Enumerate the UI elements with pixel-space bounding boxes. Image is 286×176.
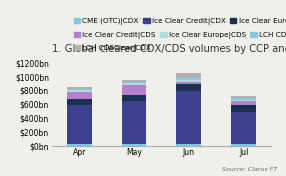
Bar xyxy=(67,87,92,89)
Bar xyxy=(122,83,146,85)
Bar xyxy=(122,85,146,95)
Bar xyxy=(231,105,256,112)
Bar xyxy=(122,80,146,82)
Bar xyxy=(67,99,92,105)
Text: Source: Clarus FT: Source: Clarus FT xyxy=(222,168,277,172)
Bar xyxy=(67,92,92,99)
Bar xyxy=(231,100,256,101)
Bar xyxy=(176,80,201,82)
Bar xyxy=(231,112,256,144)
Bar xyxy=(67,89,92,90)
Bar xyxy=(231,101,256,105)
Bar xyxy=(176,73,201,78)
Bar xyxy=(122,101,146,144)
Bar xyxy=(176,144,201,146)
Bar xyxy=(176,91,201,144)
Bar xyxy=(176,78,201,80)
Bar xyxy=(67,105,92,144)
Text: 1. Global cleared CDX/CDS volumes by CCP and month: 1. Global cleared CDX/CDS volumes by CCP… xyxy=(52,44,286,54)
Bar xyxy=(67,144,92,146)
Bar xyxy=(67,90,92,92)
Bar xyxy=(176,82,201,84)
Bar xyxy=(122,82,146,83)
Bar xyxy=(122,144,146,146)
Bar xyxy=(122,95,146,101)
Bar xyxy=(176,84,201,91)
Legend: LCH CDSClear|CDX: LCH CDSClear|CDX xyxy=(74,45,151,52)
Bar xyxy=(231,98,256,100)
Bar xyxy=(231,96,256,98)
Bar xyxy=(231,144,256,146)
